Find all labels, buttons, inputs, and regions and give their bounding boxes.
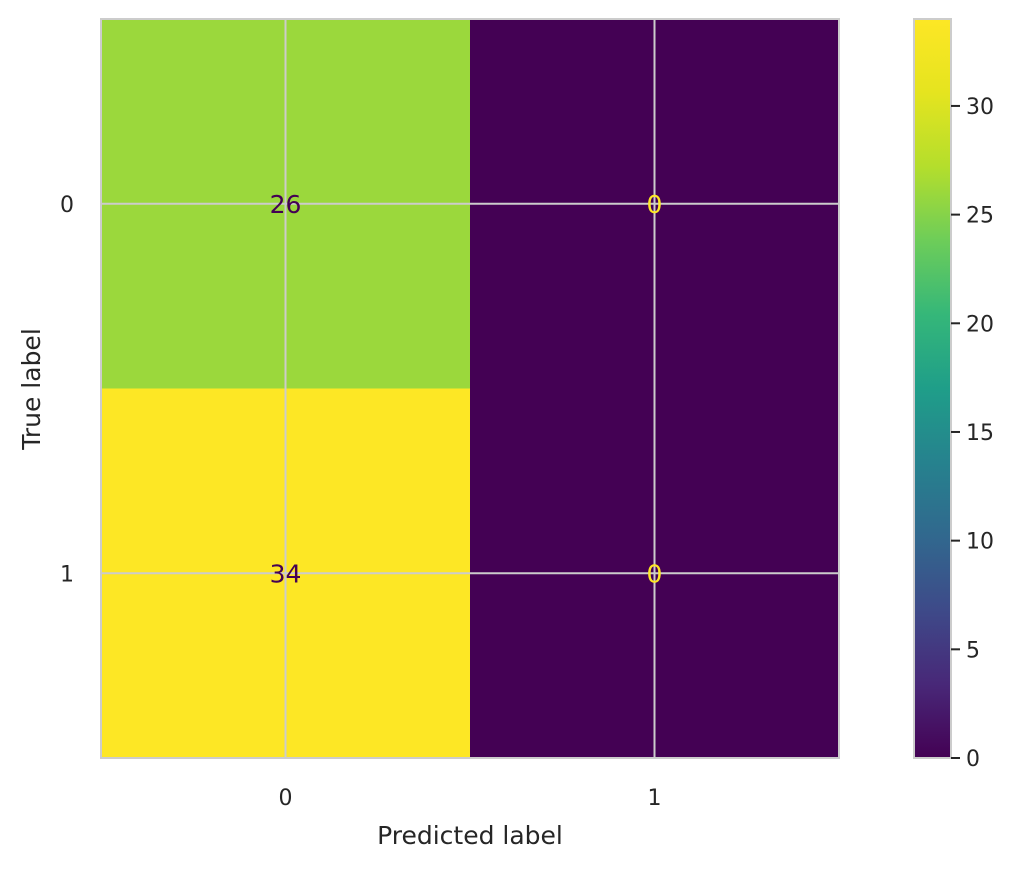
colorbar: 0 5 10 15 20 25 30 <box>913 18 994 772</box>
y-tick-label-1: 1 <box>60 562 74 587</box>
colorbar-tick-label-15: 15 <box>966 421 994 446</box>
colorbar-tick-label-25: 25 <box>966 204 994 229</box>
cell-value-label-r1-c1: 0 <box>647 559 663 588</box>
x-axis-label: Predicted label <box>377 821 563 850</box>
cell-value-labels: 26 0 34 0 <box>270 190 663 589</box>
y-tick-label-0: 0 <box>60 193 74 218</box>
colorbar-gradient <box>913 18 952 759</box>
colorbar-tick-label-20: 20 <box>966 312 994 337</box>
colorbar-tick-label-10: 10 <box>966 530 994 555</box>
colorbar-tick-label-30: 30 <box>966 95 994 120</box>
x-tick-label-0: 0 <box>279 786 293 811</box>
y-axis-ticks: 01 <box>60 193 74 588</box>
cell-value-label-r0-c0: 26 <box>270 190 302 219</box>
axes-frame <box>100 18 840 759</box>
matrix-cells <box>101 19 839 758</box>
colorbar-ticks: 0 5 10 15 20 25 30 <box>951 95 994 772</box>
colorbar-tick-label-5: 5 <box>966 638 980 663</box>
cell-value-label-r0-c1: 0 <box>647 190 663 219</box>
cell-value-label-r1-c0: 34 <box>270 559 302 588</box>
x-tick-label-1: 1 <box>648 786 662 811</box>
grid-lines <box>101 19 839 758</box>
colorbar-tick-label-0: 0 <box>966 747 980 772</box>
y-axis-label: True label <box>17 328 46 451</box>
